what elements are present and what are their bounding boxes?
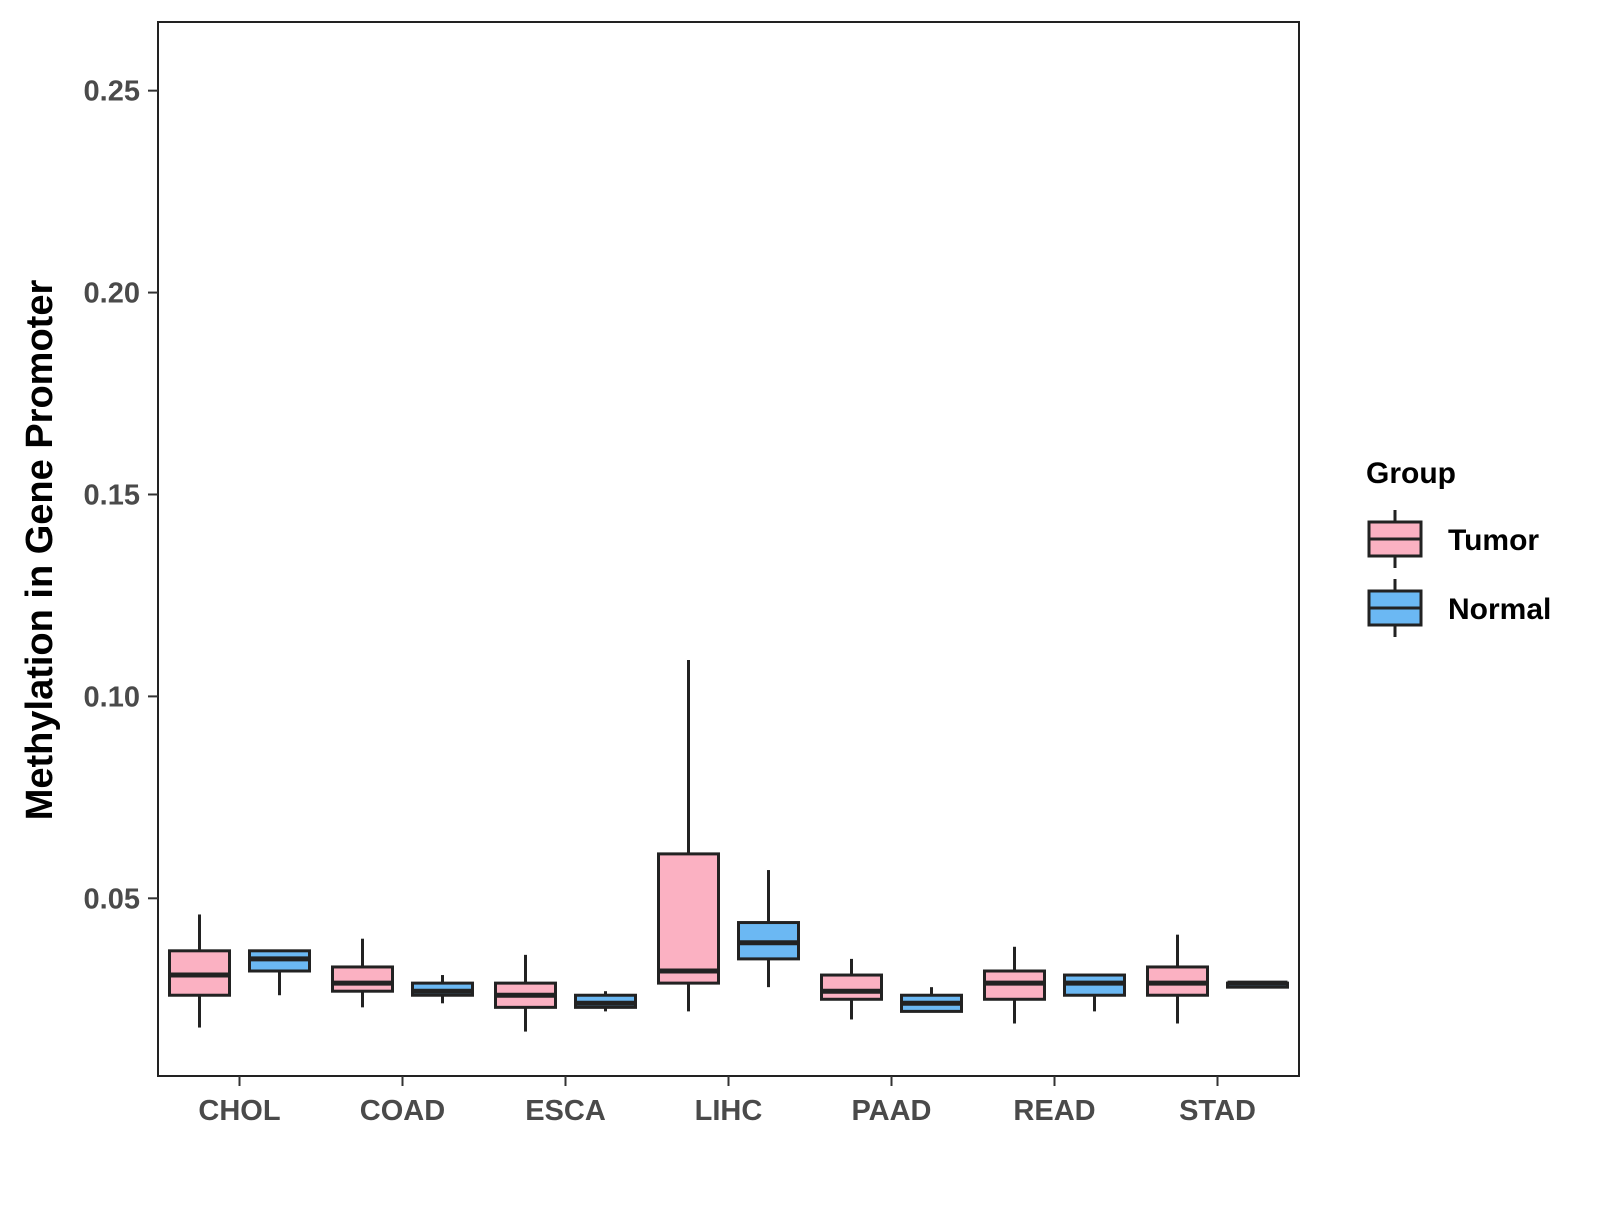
- box-tumor-esca: [494, 954, 557, 1032]
- box-tumor-coad: [331, 938, 394, 1008]
- y-tick-label: 0.10: [84, 681, 140, 713]
- box-body: [331, 965, 394, 993]
- legend-title: Group: [1366, 457, 1456, 490]
- x-tick-label: STAD: [1179, 1095, 1256, 1127]
- x-tick-label: LIHC: [695, 1095, 763, 1127]
- legend: Group Tumor Normal: [1366, 457, 1551, 637]
- box-tumor-chol: [168, 914, 231, 1028]
- box-normal-lihc: [737, 870, 800, 988]
- x-tick-label: ESCA: [525, 1095, 606, 1127]
- x-tick-label: COAD: [360, 1095, 445, 1127]
- x-tick-label: PAAD: [851, 1095, 931, 1127]
- box-body: [820, 973, 883, 1001]
- y-tick-label: 0.25: [84, 76, 140, 108]
- legend-item-tumor: Tumor: [1367, 510, 1539, 568]
- y-tick-label: 0.20: [84, 278, 140, 310]
- box-tumor-stad: [1146, 934, 1209, 1024]
- y-axis: 0.05 0.10 0.15 0.20 0.25: [84, 76, 158, 915]
- legend-item-normal: Normal: [1367, 579, 1551, 637]
- plot-panel: [157, 21, 1300, 1077]
- box-tumor-read: [983, 946, 1046, 1024]
- y-axis-title: Methylation in Gene Promoter: [19, 280, 61, 821]
- box-series: [168, 660, 1289, 1032]
- box-tumor-paad: [820, 958, 883, 1020]
- x-axis: CHOL COAD ESCA LIHC PAAD READ STAD: [198, 1076, 1256, 1127]
- y-tick-label: 0.15: [84, 479, 140, 511]
- box-normal-esca: [574, 991, 637, 1012]
- y-tick-label: 0.05: [84, 883, 140, 915]
- box-tumor-lihc: [657, 660, 720, 1012]
- box-normal-stad: [1226, 980, 1289, 989]
- legend-label: Tumor: [1448, 524, 1539, 557]
- legend-label: Normal: [1448, 593, 1551, 626]
- box-normal-chol: [248, 949, 311, 996]
- box-body: [657, 852, 720, 985]
- box-normal-read: [1063, 973, 1126, 1012]
- x-tick-label: READ: [1013, 1095, 1095, 1127]
- x-tick-label: CHOL: [198, 1095, 280, 1127]
- box-normal-coad: [411, 975, 474, 1004]
- box-normal-paad: [900, 987, 963, 1013]
